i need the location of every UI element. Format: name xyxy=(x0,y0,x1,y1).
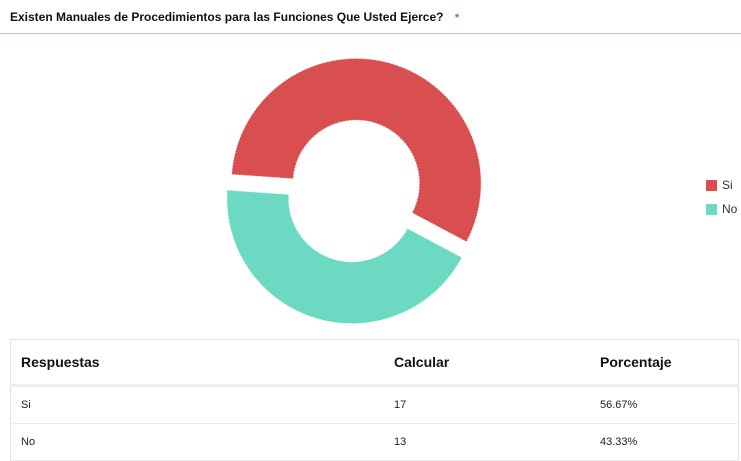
legend-swatch-si xyxy=(706,179,717,191)
cell-percent: 43.33% xyxy=(590,423,739,461)
cell-count: 13 xyxy=(384,423,590,461)
legend-item-si[interactable]: Si xyxy=(706,176,737,194)
required-marker: * xyxy=(454,12,460,24)
donut-chart xyxy=(226,57,482,325)
header-calcular: Calcular xyxy=(384,339,590,387)
cell-percent: 56.67% xyxy=(590,385,739,424)
legend-label-no: No xyxy=(722,202,738,216)
donut-slice-si[interactable] xyxy=(230,57,482,243)
table-row: No 13 43.33% xyxy=(10,423,739,461)
legend-item-no[interactable]: No xyxy=(706,200,737,218)
legend-swatch-no xyxy=(706,203,717,215)
cell-response: Si xyxy=(10,385,384,424)
cell-response: No xyxy=(10,423,384,461)
question-title: Existen Manuales de Procedimientos para … xyxy=(10,10,459,24)
header-respuestas: Respuestas xyxy=(10,339,384,387)
donut-slice-no[interactable] xyxy=(226,189,463,325)
question-title-text: Existen Manuales de Procedimientos para … xyxy=(10,10,444,24)
table-header-row: Respuestas Calcular Porcentaje xyxy=(10,339,739,387)
question-header: Existen Manuales de Procedimientos para … xyxy=(0,0,741,34)
legend-label-si: Si xyxy=(722,178,733,192)
results-table: Respuestas Calcular Porcentaje Si 17 56.… xyxy=(10,339,739,461)
chart-legend: Si No xyxy=(706,176,737,224)
header-porcentaje: Porcentaje xyxy=(590,339,739,387)
cell-count: 17 xyxy=(384,385,590,424)
table-row: Si 17 56.67% xyxy=(10,385,739,424)
